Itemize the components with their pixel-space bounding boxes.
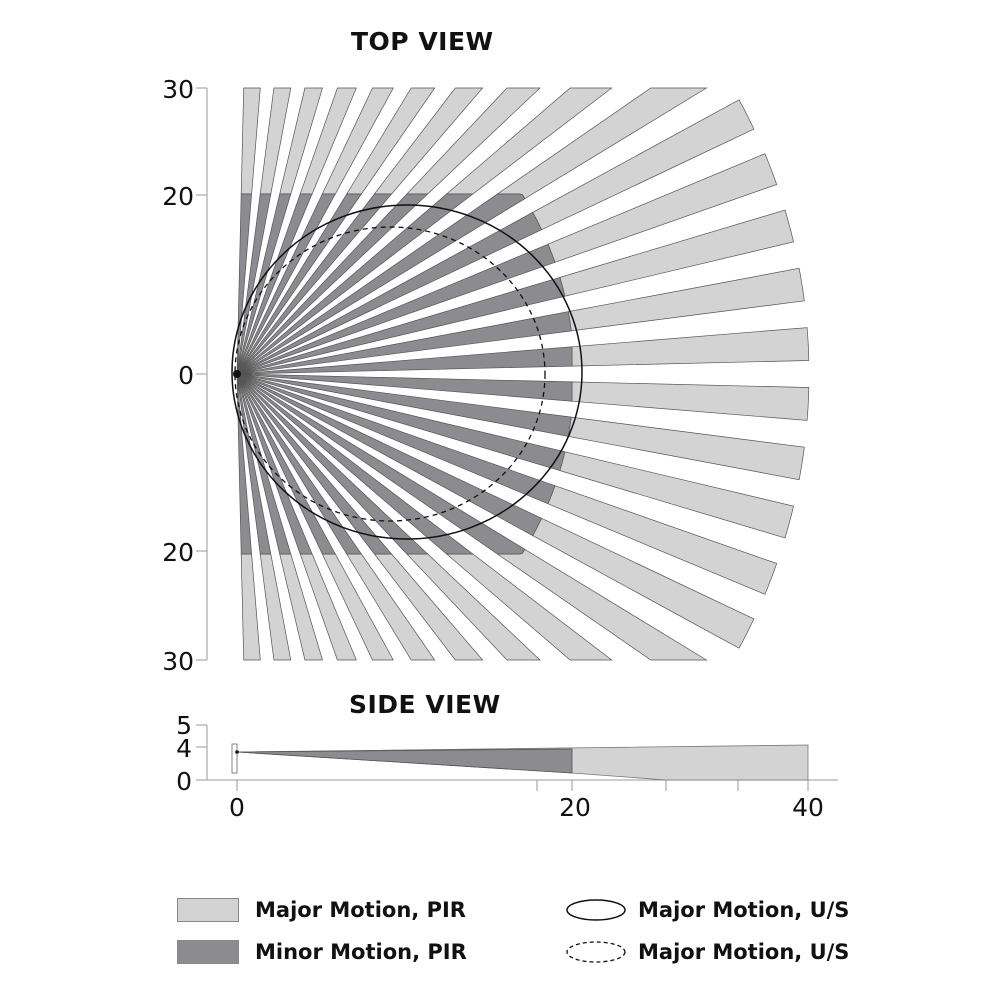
side-x-tick-20: 20 [559,793,591,822]
side-y-tick-5: 5 [176,711,192,740]
legend-us-dashed-label: Major Motion, U/S [638,940,850,964]
legend-minor-pir: Minor Motion, PIR [177,940,467,964]
legend-minor-pir-label: Minor Motion, PIR [255,940,467,964]
pir-major-beam [571,381,810,421]
pir-minor-beam [236,373,556,505]
side-minor-pir-zone [236,748,573,774]
pir-minor-beam [236,373,393,555]
side-sensor-body [231,743,238,774]
side-y-tick-0: 0 [176,767,192,796]
legend-major-pir-swatch [177,898,239,922]
pir-zone-fan [236,87,810,661]
legend-us-dashed-ellipse [566,941,626,963]
top-y-tick-30-upper: 30 [162,75,194,104]
pir-minor-beam [236,193,474,375]
pir-minor-beam [236,211,543,375]
side-x-tick-0: 0 [229,793,245,822]
legend-us-solid: Major Motion, U/S [566,898,849,922]
side-view: 5 4 0 0 20 40 [176,711,838,822]
us-major-coverage-dashed [234,226,546,522]
pir-minor-beam [236,373,429,555]
pir-minor-beam [236,193,272,375]
top-y-tick-30-lower: 30 [162,647,194,676]
top-view-y-ticks: 30 20 0 20 30 [162,75,207,676]
legend-minor-pir-swatch [177,940,239,964]
pir-minor-beam [236,373,566,472]
legend-us-dashed: Major Motion, U/S [566,940,849,964]
side-sensor-lens [235,750,239,754]
top-y-tick-20-lower: 20 [162,538,194,567]
top-y-tick-0: 0 [178,361,194,390]
pir-minor-beam [236,193,393,375]
top-view: 30 20 0 20 30 [162,75,810,676]
pir-minor-beam [236,346,573,375]
sensor-origin [233,370,241,378]
pir-minor-beam [236,373,272,555]
legend-major-pir-label: Major Motion, PIR [255,898,466,922]
pir-major-beam [240,553,261,661]
pir-major-beam [240,87,261,195]
legend-major-pir: Major Motion, PIR [177,898,466,922]
pir-minor-beam [236,373,252,555]
pir-minor-beam [236,373,336,555]
pir-minor-beam [236,276,566,375]
top-y-tick-20-upper: 20 [162,182,194,211]
legend-us-solid-label: Major Motion, U/S [638,898,850,922]
top-view-title: TOP VIEW [351,27,494,56]
pir-minor-beam [236,243,556,375]
legend-us-solid-ellipse [566,899,626,921]
pir-minor-beam [236,311,572,375]
pir-minor-beam [236,193,313,375]
pir-major-beam [571,327,810,367]
side-x-tick-40: 40 [792,793,824,822]
pir-minor-beam [236,193,429,375]
us-major-coverage-solid [231,204,583,540]
pir-minor-beam [236,193,336,375]
pir-minor-beam [236,373,573,402]
side-y-tick-4: 4 [176,734,192,763]
pir-minor-beam [236,373,474,555]
side-view-title: SIDE VIEW [349,690,501,719]
pir-minor-beam [236,373,292,555]
pir-minor-beam [236,193,252,375]
pir-minor-beam [236,193,292,375]
pir-minor-beam [236,373,313,555]
pir-minor-beam [236,373,543,537]
